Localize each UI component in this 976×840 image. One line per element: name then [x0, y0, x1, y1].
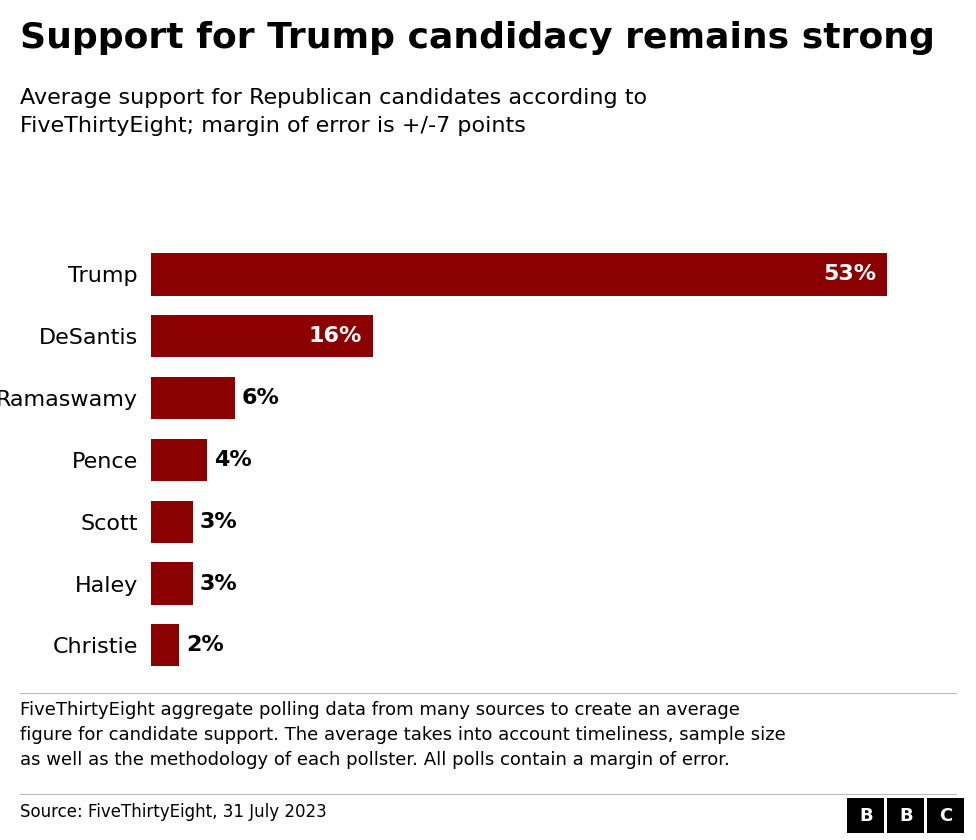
Text: 6%: 6% [241, 388, 279, 408]
Bar [151, 315, 374, 357]
Bar [151, 501, 193, 543]
Text: B: B [899, 806, 913, 825]
Bar [151, 438, 207, 481]
Bar [151, 624, 179, 666]
Bar [151, 563, 193, 605]
Text: 3%: 3% [200, 512, 237, 532]
Text: 3%: 3% [200, 574, 237, 594]
Text: 53%: 53% [823, 265, 876, 285]
Bar [151, 254, 887, 296]
Text: 16%: 16% [309, 326, 362, 346]
Bar [151, 377, 234, 419]
Text: 2%: 2% [186, 635, 224, 655]
Text: Source: FiveThirtyEight, 31 July 2023: Source: FiveThirtyEight, 31 July 2023 [20, 803, 326, 821]
Text: C: C [939, 806, 953, 825]
Text: FiveThirtyEight aggregate polling data from many sources to create an average
fi: FiveThirtyEight aggregate polling data f… [20, 701, 786, 769]
Text: 4%: 4% [214, 450, 252, 470]
Text: B: B [859, 806, 873, 825]
Text: Average support for Republican candidates according to
FiveThirtyEight; margin o: Average support for Republican candidate… [20, 88, 647, 136]
Text: Support for Trump candidacy remains strong: Support for Trump candidacy remains stro… [20, 21, 934, 55]
